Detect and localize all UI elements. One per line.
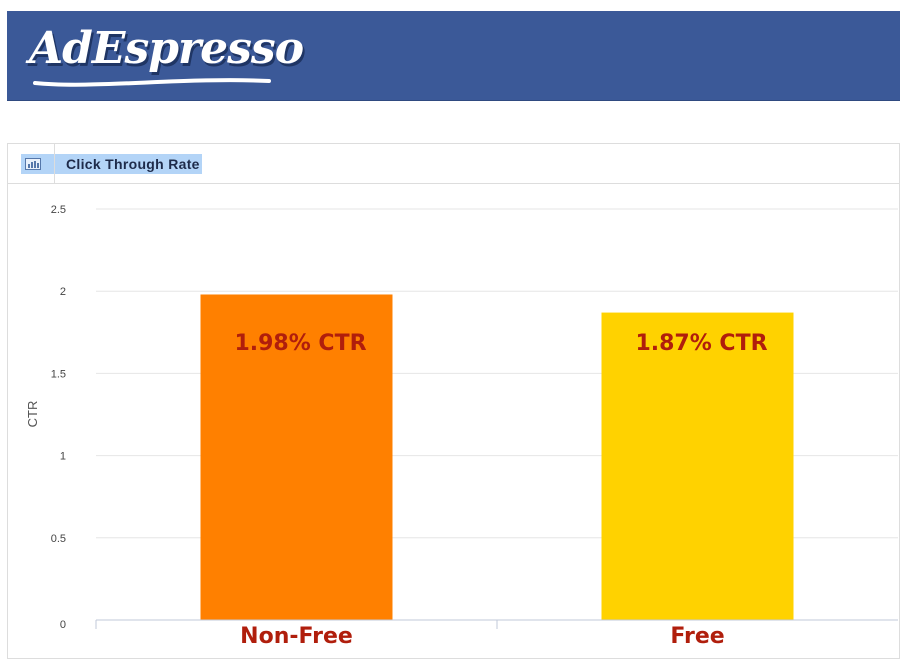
header-divider (54, 144, 55, 184)
y-axis-label: CTR (25, 401, 40, 428)
logo-swash-icon (33, 78, 271, 87)
bar-data-label: 1.87% CTR (635, 331, 767, 356)
y-tick-label: 2.5 (51, 204, 66, 216)
bar[interactable] (601, 312, 794, 620)
x-axis: Non-Free Free (95, 619, 898, 649)
panel-title: Click Through Rate (66, 156, 200, 172)
bar-data-label: 1.98% CTR (234, 331, 366, 356)
app-header: AdEspresso (7, 11, 900, 101)
y-tick-label: 0 (60, 619, 66, 631)
panel-title-selection: Click Through Rate (21, 154, 202, 174)
y-axis-ticks: 0 0.5 1 1.5 2 2.5 (51, 204, 66, 631)
bar[interactable] (200, 294, 393, 620)
y-tick-label: 2 (60, 286, 66, 298)
y-tick-label: 1 (60, 451, 66, 463)
y-tick-label: 1.5 (51, 368, 66, 380)
panel-header: Click Through Rate (8, 144, 899, 184)
adespresso-logo[interactable]: AdEspresso (29, 23, 304, 74)
x-category-label: Non-Free (240, 624, 353, 649)
chart-bars: 1.98% CTR 1.87% CTR (200, 294, 794, 620)
y-tick-label: 0.5 (51, 533, 66, 545)
bar-chart-icon (21, 154, 45, 174)
x-category-label: Free (670, 624, 724, 649)
